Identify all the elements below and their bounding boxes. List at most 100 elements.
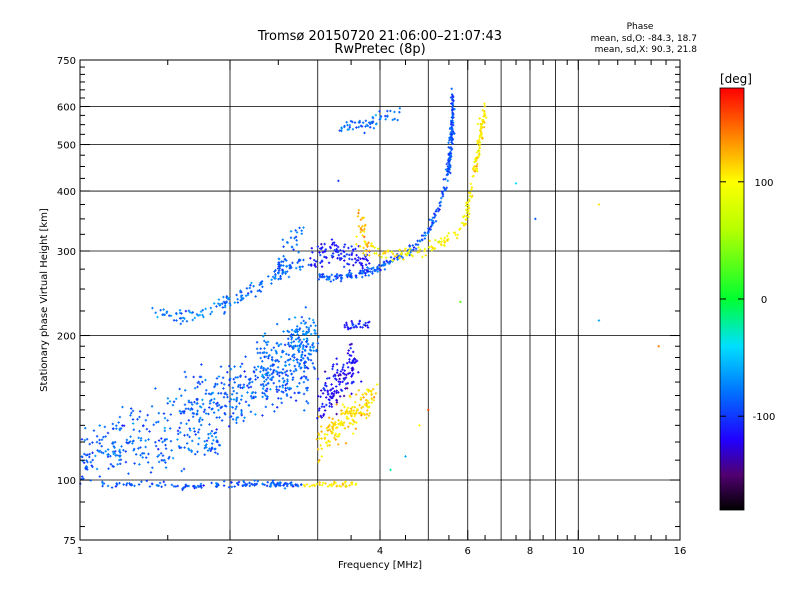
data-point	[185, 442, 189, 445]
data-point	[195, 402, 198, 405]
data-point	[292, 370, 296, 373]
data-point	[242, 383, 246, 386]
data-point	[111, 441, 115, 444]
data-point	[277, 343, 281, 347]
data-point	[264, 341, 268, 344]
data-point	[311, 343, 314, 347]
data-point	[138, 415, 141, 419]
data-point	[197, 437, 201, 440]
data-point	[102, 451, 105, 455]
data-point	[291, 378, 294, 381]
data-point	[166, 402, 169, 405]
data-point	[267, 381, 270, 385]
data-point	[266, 376, 270, 379]
data-point	[198, 382, 202, 386]
data-point	[85, 437, 89, 441]
data-point	[172, 400, 176, 403]
data-point	[222, 387, 225, 390]
data-point	[296, 325, 299, 328]
data-point	[240, 362, 244, 365]
data-point	[267, 356, 270, 360]
data-point	[311, 362, 315, 365]
data-point	[197, 431, 200, 434]
data-point	[265, 387, 269, 391]
data-point	[232, 389, 235, 393]
data-point	[252, 370, 256, 374]
data-point	[292, 340, 295, 343]
data-point	[307, 352, 310, 355]
data-point	[219, 406, 223, 409]
data-point	[218, 416, 221, 419]
data-point	[147, 452, 150, 456]
data-point	[122, 448, 125, 452]
data-point	[266, 367, 270, 370]
data-point	[305, 400, 308, 403]
data-point	[298, 338, 302, 342]
x-tick-label: 8	[527, 546, 533, 557]
data-point	[171, 456, 175, 460]
data-point	[203, 446, 206, 450]
data-point	[139, 446, 142, 449]
data-point	[195, 398, 198, 401]
data-point	[269, 378, 272, 381]
data-point	[207, 436, 210, 440]
data-point	[187, 399, 191, 402]
data-point	[104, 450, 107, 453]
data-point	[222, 395, 226, 399]
data-point	[216, 440, 219, 444]
data-point	[169, 427, 172, 430]
data-point	[188, 427, 191, 430]
data-point	[285, 369, 289, 373]
data-point	[192, 375, 195, 379]
data-point	[306, 389, 309, 392]
data-point	[284, 387, 287, 390]
data-point	[262, 335, 265, 338]
data-point	[283, 364, 287, 367]
data-point	[157, 411, 161, 415]
data-point	[125, 438, 129, 442]
data-point	[207, 392, 211, 395]
data-point	[261, 391, 264, 395]
data-point	[134, 453, 138, 456]
data-point	[296, 361, 299, 364]
data-point	[243, 370, 246, 373]
data-point	[147, 438, 150, 441]
data-point	[269, 388, 272, 391]
data-point	[138, 430, 141, 433]
data-point	[275, 388, 278, 391]
data-point	[126, 442, 130, 445]
data-point	[193, 400, 196, 404]
data-point	[226, 395, 229, 399]
data-point	[289, 396, 293, 399]
data-point	[265, 374, 269, 377]
data-point	[136, 418, 139, 421]
data-point	[303, 322, 307, 325]
data-point	[217, 408, 220, 412]
data-point	[184, 389, 187, 392]
data-point	[116, 463, 119, 466]
data-point	[191, 411, 195, 415]
data-point	[306, 402, 310, 405]
data-point	[281, 385, 285, 389]
data-point	[297, 391, 300, 395]
data-point	[107, 453, 110, 456]
data-point	[154, 441, 157, 444]
data-point	[315, 349, 318, 353]
data-point	[166, 419, 169, 422]
data-point	[240, 408, 243, 412]
data-point	[112, 465, 115, 468]
data-point	[209, 449, 212, 453]
data-point	[295, 358, 298, 361]
data-point	[234, 376, 237, 379]
data-point	[115, 424, 118, 427]
data-point	[146, 461, 150, 464]
data-point	[91, 441, 94, 444]
data-point	[145, 456, 148, 459]
data-point	[282, 330, 285, 333]
data-point	[98, 475, 101, 478]
data-point	[188, 435, 191, 439]
data-point	[252, 396, 255, 400]
data-point	[145, 427, 149, 431]
data-point	[299, 377, 303, 380]
data-point	[235, 399, 238, 403]
